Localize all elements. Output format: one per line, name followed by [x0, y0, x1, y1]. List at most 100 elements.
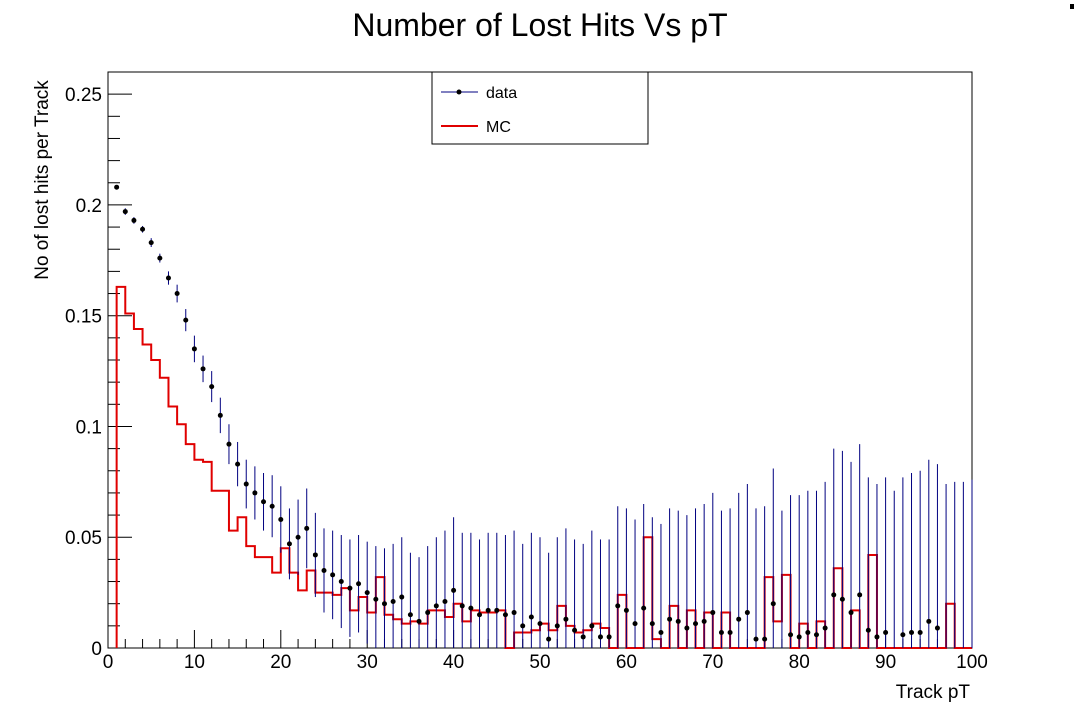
- data-point: [122, 209, 128, 215]
- data-point: [433, 603, 439, 609]
- data-point: [572, 627, 578, 633]
- data-point: [589, 623, 595, 629]
- legend-data-label: data: [486, 85, 517, 102]
- data-point: [615, 603, 621, 609]
- data-point: [926, 618, 932, 624]
- data-point: [148, 240, 154, 246]
- data-point: [494, 607, 500, 613]
- data-point: [381, 601, 387, 607]
- data-point: [304, 525, 310, 531]
- data-point: [330, 572, 336, 578]
- y-axis: 0 0.05 0.1 0.15 0.2 0.25: [65, 71, 132, 660]
- data-point: [701, 618, 707, 624]
- data-point: [684, 625, 690, 631]
- mc-histogram-line: [115, 285, 972, 649]
- data-point: [278, 517, 284, 523]
- legend-box: [431, 71, 649, 145]
- data-point: [934, 625, 940, 631]
- data-point: [235, 461, 241, 467]
- data-point: [883, 629, 889, 635]
- data-point: [416, 618, 422, 624]
- data-point: [511, 610, 517, 616]
- data-point: [157, 255, 163, 261]
- data-point: [537, 621, 543, 627]
- data-point: [831, 592, 837, 598]
- legend-data-marker: [456, 89, 462, 95]
- data-point: [796, 634, 802, 640]
- data-point: [658, 629, 664, 635]
- x-tick-label: 10: [184, 652, 205, 673]
- data-point: [468, 605, 474, 611]
- x-tick-label: 70: [702, 652, 723, 673]
- data-point: [226, 441, 232, 447]
- data-point: [252, 490, 258, 496]
- y-tick-label: 0.1: [76, 417, 102, 438]
- data-point: [865, 627, 871, 633]
- data-point: [718, 629, 724, 635]
- data-point: [165, 275, 171, 281]
- data-point: [641, 605, 647, 611]
- x-tick-label: 40: [443, 652, 464, 673]
- data-point: [477, 612, 483, 618]
- data-point: [520, 623, 526, 629]
- data-point: [675, 618, 681, 624]
- data-point: [269, 503, 275, 509]
- data-point: [356, 581, 362, 587]
- data-point: [399, 594, 405, 600]
- data-point: [425, 610, 431, 616]
- data-point: [744, 610, 750, 616]
- x-axis: 0 10 20 30 40 50 60 70 80 90 100: [103, 630, 988, 673]
- corner-marker: [1070, 4, 1074, 9]
- data-series: [114, 184, 973, 648]
- x-tick-label: 100: [956, 652, 988, 673]
- x-axis-label: Track pT: [896, 682, 971, 703]
- data-point: [762, 636, 768, 642]
- y-tick-label: 0: [91, 639, 102, 660]
- data-point: [736, 616, 742, 622]
- x-tick-label: 60: [616, 652, 637, 673]
- data-point: [261, 499, 267, 505]
- data-point: [597, 634, 603, 640]
- data-point: [554, 623, 560, 629]
- data-point: [286, 541, 292, 547]
- chart-title: Number of Lost Hits Vs pT: [352, 7, 727, 43]
- data-point: [770, 601, 776, 607]
- data-point: [528, 614, 534, 620]
- data-point: [209, 384, 215, 390]
- data-point: [848, 610, 854, 616]
- data-point: [632, 621, 638, 627]
- data-point: [606, 634, 612, 640]
- data-point: [321, 567, 327, 573]
- data-point: [312, 552, 318, 558]
- data-point: [788, 632, 794, 638]
- x-tick-label: 50: [529, 652, 550, 673]
- data-point: [753, 636, 759, 642]
- data-point: [243, 481, 249, 487]
- data-point: [563, 616, 569, 622]
- data-point: [407, 612, 413, 618]
- data-point: [364, 590, 370, 596]
- data-point: [727, 629, 733, 635]
- data-point: [649, 621, 655, 627]
- y-tick-label: 0.2: [76, 196, 102, 217]
- data-point: [114, 184, 120, 190]
- data-point: [131, 217, 137, 223]
- data-point: [338, 579, 344, 585]
- data-point: [623, 607, 629, 613]
- data-point: [839, 596, 845, 602]
- data-point: [183, 317, 189, 323]
- data-point: [390, 598, 396, 604]
- data-point: [874, 634, 880, 640]
- data-point: [805, 629, 811, 635]
- data-point: [459, 603, 465, 609]
- data-point: [909, 629, 915, 635]
- mc-series: [115, 285, 972, 649]
- x-tick-label: 90: [875, 652, 896, 673]
- data-point: [191, 346, 197, 352]
- y-tick-label: 0.25: [65, 85, 102, 106]
- data-point: [822, 625, 828, 631]
- data-point: [451, 587, 457, 593]
- legend: data MC: [431, 71, 649, 145]
- x-tick-label: 0: [103, 652, 114, 673]
